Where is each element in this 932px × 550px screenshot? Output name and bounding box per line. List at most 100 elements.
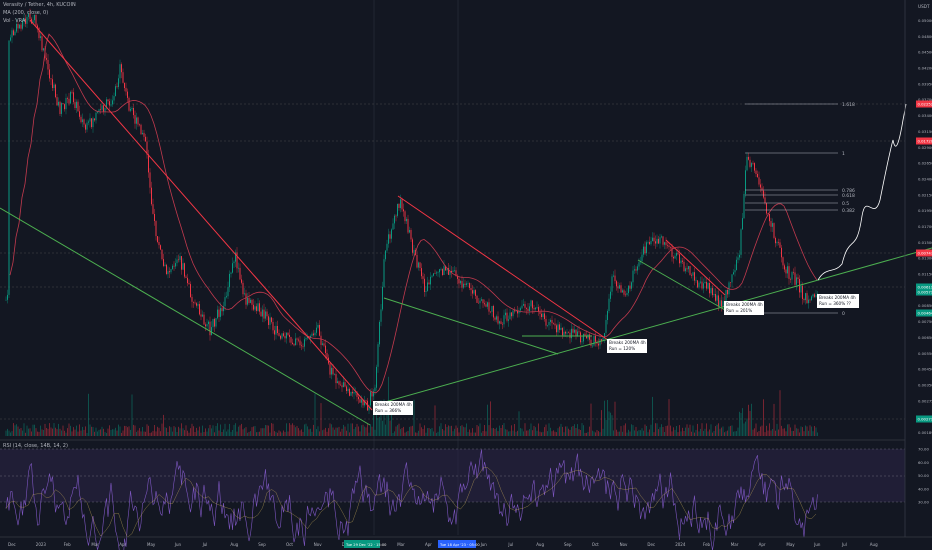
volume-bar — [448, 425, 449, 436]
volume-bar — [674, 429, 676, 436]
volume-bar — [763, 399, 764, 436]
time-label: Nov — [314, 542, 322, 547]
candle-body — [13, 30, 14, 35]
candle-body — [512, 310, 514, 317]
annotation-2-title: Breaks 200MA 4h — [609, 340, 646, 345]
candle-body — [305, 338, 307, 340]
volume-bars — [5, 376, 818, 436]
candle-body — [673, 256, 674, 259]
volume-bar — [451, 425, 452, 436]
candle-body — [76, 101, 77, 108]
candle-body — [233, 261, 235, 264]
volume-bar — [796, 428, 797, 436]
candle-body — [37, 25, 38, 28]
candle-body — [82, 119, 83, 123]
volume-bar — [716, 424, 718, 436]
volume-bar — [793, 431, 794, 436]
candle-body — [211, 327, 212, 336]
candle-body — [440, 269, 442, 270]
volume-bar — [301, 429, 302, 436]
volume-bar — [106, 433, 107, 436]
volume-bar — [692, 425, 694, 436]
volume-bar — [371, 426, 373, 436]
volume-bar — [787, 424, 788, 436]
volume-bar — [761, 425, 763, 436]
candle-body — [164, 264, 166, 266]
volume-bar — [812, 431, 814, 436]
volume-bar — [260, 428, 262, 436]
rsi-line — [5, 449, 818, 550]
volume-bar — [452, 431, 454, 436]
candle-body — [518, 310, 520, 314]
time-label: 2023 — [36, 542, 47, 547]
candle-body — [439, 269, 440, 273]
candle-body — [403, 209, 404, 212]
candle-body — [524, 304, 526, 308]
candle-body — [227, 287, 229, 297]
volume-bar — [184, 430, 185, 436]
candle-body — [43, 48, 44, 51]
candle-body — [326, 353, 328, 358]
volume-bar — [545, 424, 547, 436]
volume-bar — [470, 432, 472, 436]
volume-bar — [695, 429, 697, 436]
candle-body — [763, 190, 764, 198]
volume-bar — [403, 426, 404, 436]
time-labels: Dec 2023 Feb Mar Apr May Jun Jul Aug Sep Oct Nov Dec… — [8, 542, 878, 547]
volume-bar — [554, 431, 556, 436]
volume-bar — [179, 428, 181, 436]
volume-bar — [551, 431, 553, 436]
candle-body — [551, 320, 553, 324]
candle-body — [445, 266, 446, 271]
candle-body — [785, 269, 787, 274]
candle-body — [634, 269, 635, 271]
candle-body — [181, 256, 182, 270]
candle-body — [346, 386, 347, 391]
volume-bar — [671, 431, 673, 436]
candle-body — [475, 290, 476, 296]
volume-bar — [487, 404, 488, 436]
volume-bar — [685, 427, 686, 436]
volume-bar — [85, 426, 86, 436]
candle-body — [286, 332, 287, 339]
candle-body — [709, 283, 710, 294]
volume-bar — [215, 426, 217, 436]
candle-body — [469, 283, 470, 288]
volume-bar — [49, 423, 50, 436]
time-highlight-2 — [438, 540, 476, 548]
candle-body — [119, 64, 121, 79]
time-label: Apr — [425, 542, 432, 547]
volume-bar — [595, 432, 596, 436]
volume-bar — [758, 431, 760, 436]
candle-body — [757, 174, 758, 178]
candle-body — [56, 97, 58, 106]
candle-body — [752, 163, 754, 164]
volume-bar — [290, 424, 292, 436]
volume-bar — [614, 401, 616, 436]
volume-bar — [103, 428, 104, 436]
candle-body — [124, 82, 125, 88]
volume-bar — [125, 426, 127, 436]
candle-body — [358, 396, 359, 400]
time-label: Jul — [507, 542, 513, 547]
candle-body — [254, 306, 256, 310]
volume-bar — [475, 432, 476, 436]
volume-bar — [718, 423, 719, 436]
time-label: Aug — [870, 542, 878, 547]
candle-body — [742, 218, 743, 230]
candle-body — [350, 391, 352, 396]
volume-bar — [479, 423, 481, 436]
volume-bar — [805, 425, 806, 436]
candle-body — [220, 308, 221, 317]
time-axis[interactable]: Dec 2023 Feb Mar Apr May Jun Jul Aug Sep Oct Nov Dec… — [0, 536, 932, 548]
volume-bar — [19, 428, 20, 436]
price-badge — [916, 415, 932, 423]
candle-body — [217, 309, 218, 319]
volume-bar — [620, 426, 622, 436]
volume-bar — [389, 420, 391, 436]
